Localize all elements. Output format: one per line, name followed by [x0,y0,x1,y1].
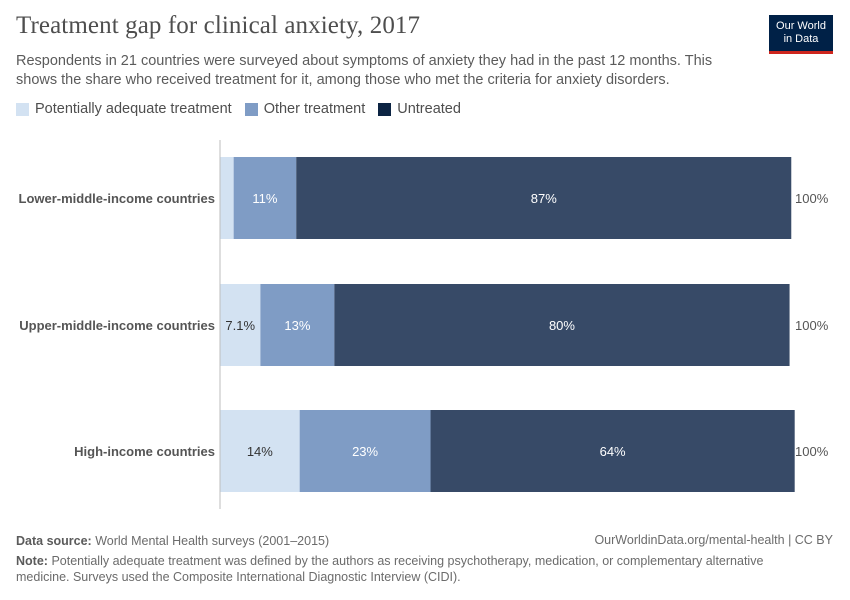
chart-subtitle: Respondents in 21 countries were surveye… [16,53,713,88]
category-label: High-income countries [74,444,215,459]
chart-legend: Potentially adequate treatment Other tre… [16,101,474,117]
bar-segment-2[interactable] [299,410,431,492]
owid-logo[interactable]: Our World in Data [769,15,833,54]
note-label: Note: [16,554,48,568]
data-label: 64% [600,444,626,459]
footer-url[interactable]: OurWorldinData.org/mental-health | CC BY [594,533,833,547]
logo-line-1: Our World [776,20,826,32]
total-label: 100% [795,444,829,459]
stacked-bar-chart: Lower-middle-income countries 11% 87% 100% U… [19,140,829,509]
logo-line-2: in Data [783,33,819,45]
chart-title: Treatment gap for clinical anxiety, 2017 [16,12,421,39]
data-label: 7.1% [225,318,255,333]
bar-segment-3[interactable] [430,410,795,492]
category-label: Lower-middle-income countries [19,191,215,206]
footer-note: Note: Potentially adequate treatment was… [16,553,816,585]
total-label: 100% [795,191,829,206]
data-source-label: Data source: [16,534,92,548]
legend-label-untreated: Untreated [397,101,461,117]
legend-item-other[interactable]: Other treatment [244,101,366,117]
category-label: Upper-middle-income countries [19,318,215,333]
data-label: 23% [352,444,378,459]
legend-swatch-other [244,102,258,116]
bar-segment-2[interactable] [233,157,297,239]
data-label: 13% [284,318,310,333]
bar-segment-3[interactable] [296,157,792,239]
legend-item-adequate[interactable]: Potentially adequate treatment [16,101,232,117]
data-label: 11% [252,191,277,206]
total-label: 100% [795,318,829,333]
bar-segment-2[interactable] [260,284,335,366]
bar-segment-1[interactable] [220,410,300,492]
legend-label-other: Other treatment [263,101,366,117]
note-text: Potentially adequate treatment was defin… [16,554,764,584]
legend-swatch-untreated [378,102,392,116]
bar-segment-1[interactable] [220,157,234,239]
data-label: 87% [531,191,557,206]
data-source-text[interactable]: World Mental Health surveys (2001–2015) [95,534,330,548]
data-label: 14% [247,444,273,459]
bar-segment-3[interactable] [334,284,790,366]
data-source: Data source: World Mental Health surveys… [16,533,329,549]
legend-label-adequate: Potentially adequate treatment [35,101,232,117]
data-label: 80% [549,318,575,333]
legend-swatch-adequate [16,102,29,116]
legend-item-untreated[interactable]: Untreated [378,101,461,117]
bar-segment-1[interactable] [220,284,261,366]
